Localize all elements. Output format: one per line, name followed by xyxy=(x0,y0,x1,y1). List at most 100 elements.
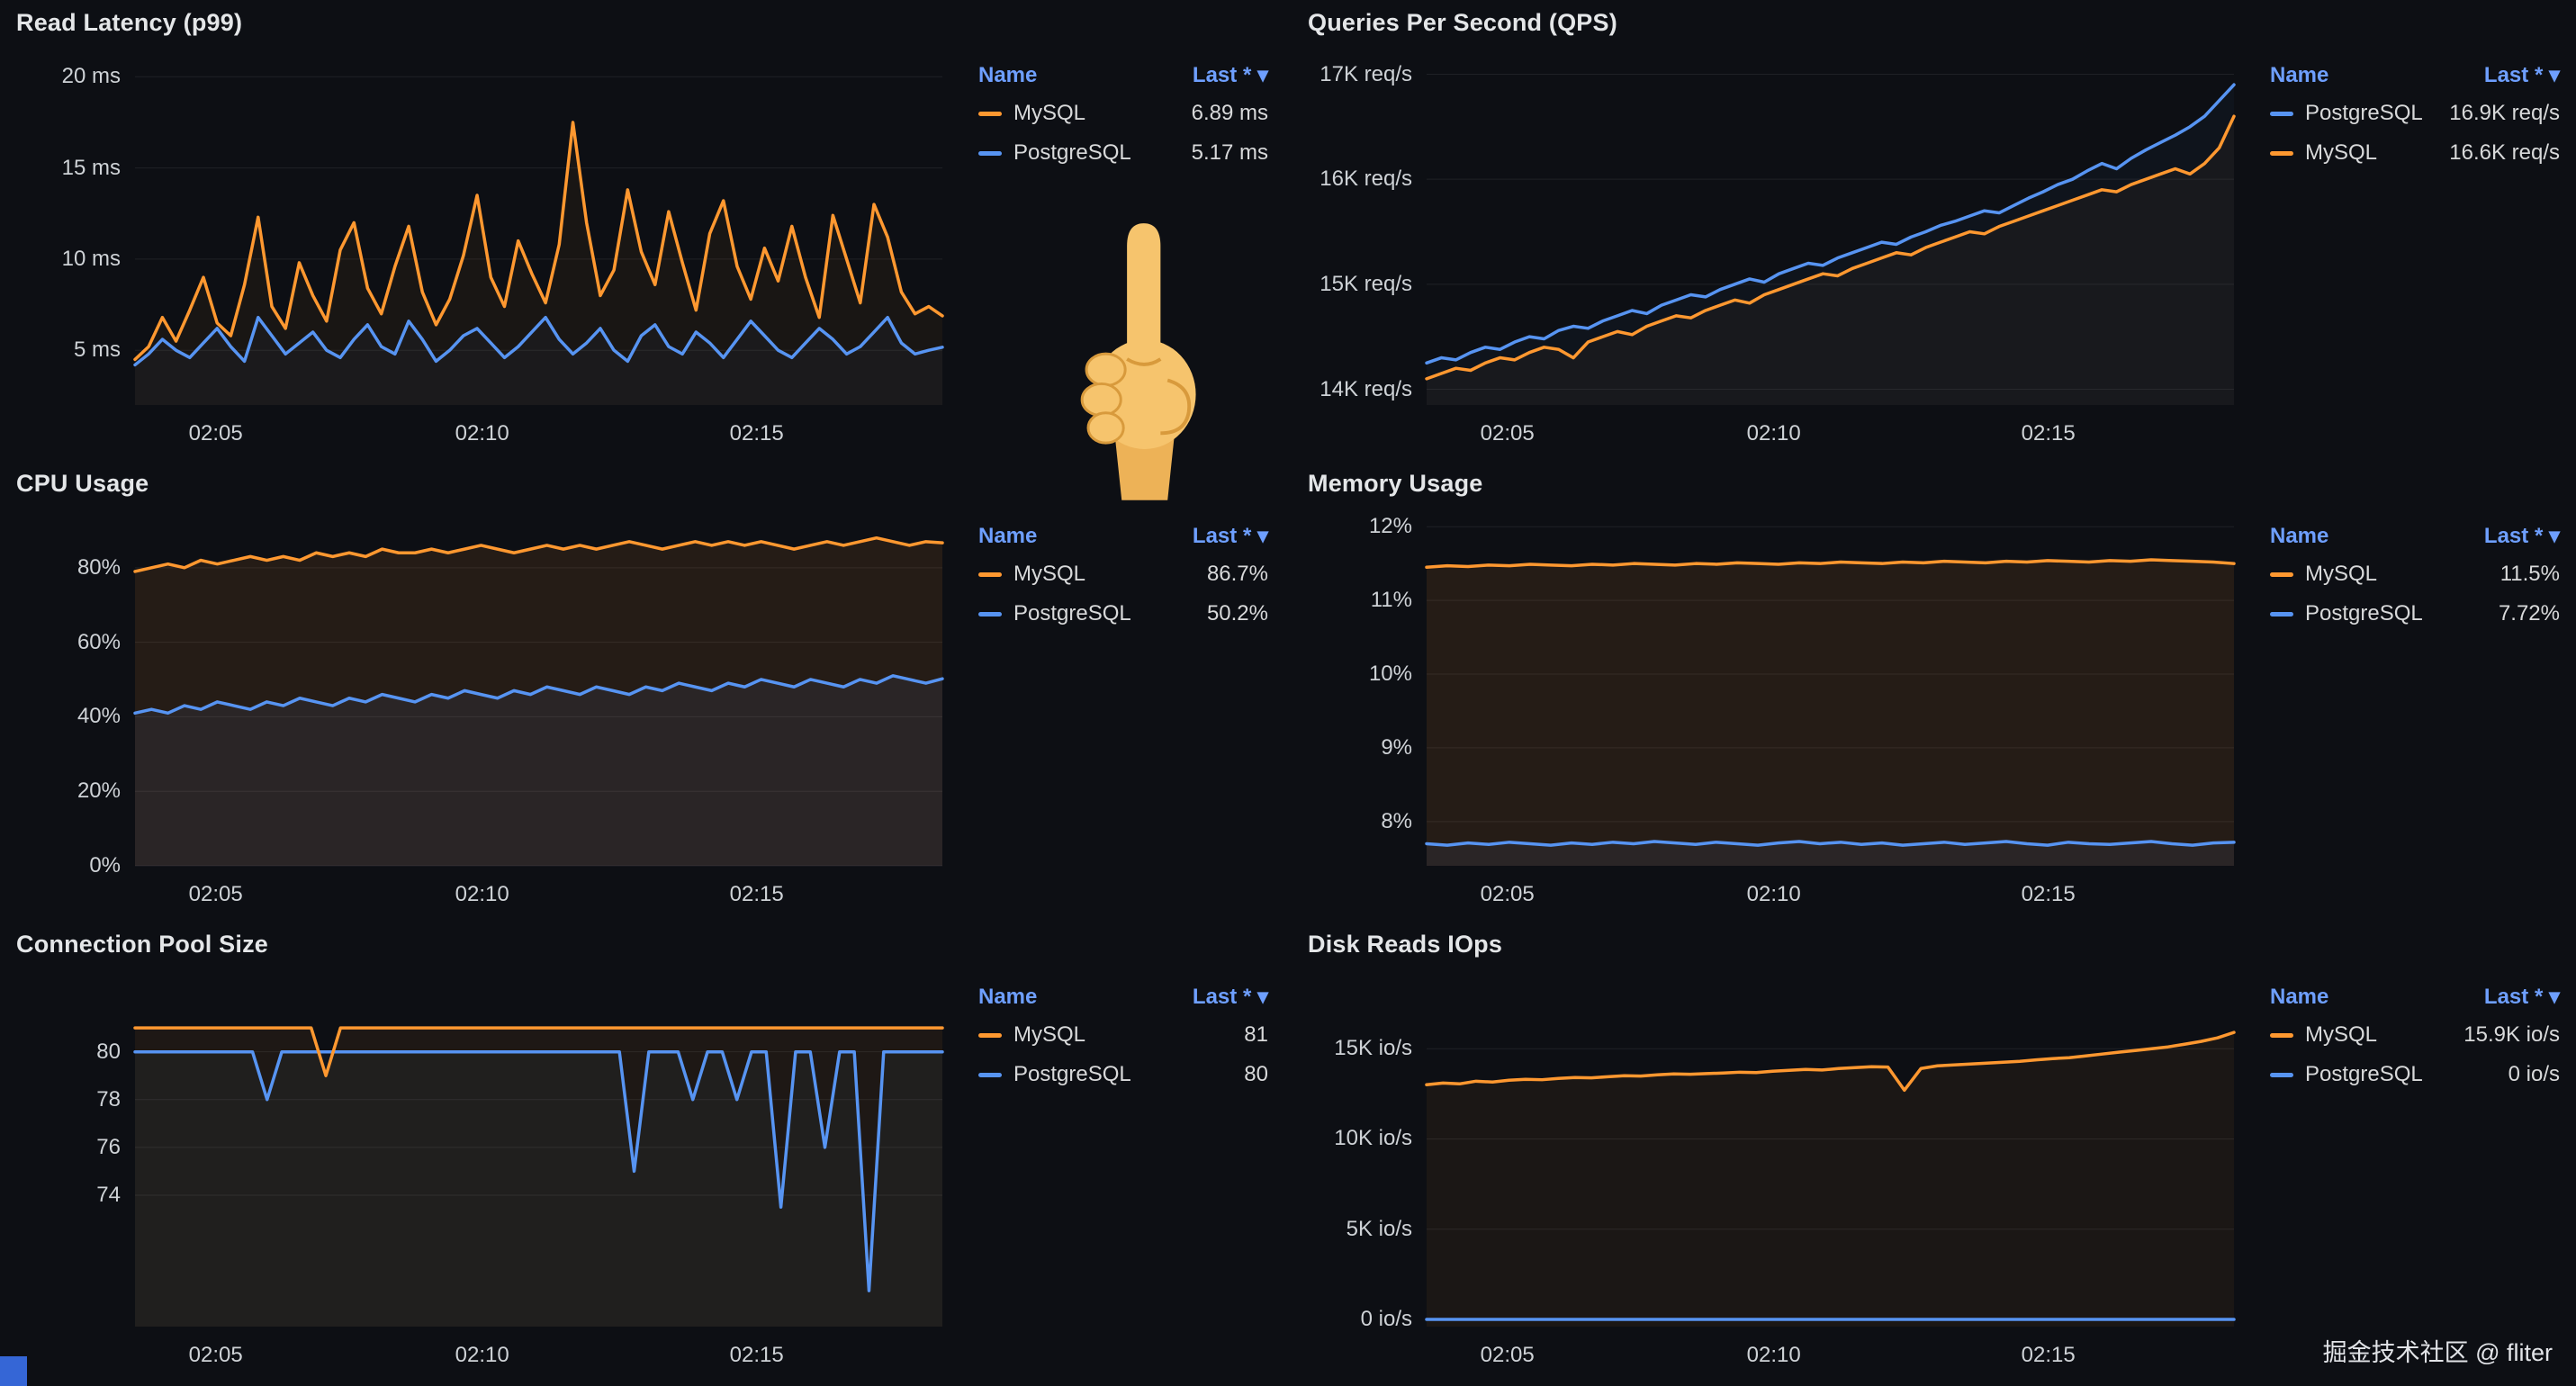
series-name[interactable]: MySQL xyxy=(2305,140,2378,165)
caret-down-icon: ▾ xyxy=(1256,985,1268,1009)
pointing-up-emoji xyxy=(1044,210,1220,508)
legend-header: Name Last * ▾ xyxy=(978,523,1268,549)
series-color-swatch xyxy=(2270,572,2293,577)
legend-header: Name Last * ▾ xyxy=(2270,984,2560,1010)
y-axis-label: 5K io/s xyxy=(1346,1216,1412,1241)
chart-connection-pool[interactable]: 74 76 78 80 02:05 02:10 02:15 xyxy=(16,962,955,1386)
x-axis-label: 02:15 xyxy=(2021,882,2076,906)
x-axis-label: 02:15 xyxy=(729,421,784,446)
legend-header: Name Last * ▾ xyxy=(978,984,1268,1010)
y-axis-label: 60% xyxy=(77,629,121,654)
legend-item-mysql[interactable]: MySQL 11.5% xyxy=(2270,562,2560,588)
y-axis-label: 0 io/s xyxy=(1360,1306,1412,1331)
legend: Name Last * ▾ MySQL 81 PostgreSQL 80 xyxy=(978,962,1268,1386)
series-color-swatch xyxy=(2270,150,2293,156)
series-name[interactable]: MySQL xyxy=(2305,562,2378,586)
panel-title: Connection Pool Size xyxy=(16,931,269,958)
panel-title: Queries Per Second (QPS) xyxy=(1308,9,1617,36)
y-axis-label: 5 ms xyxy=(73,338,121,363)
panel-cpu-usage: CPU Usage 0% 20% 40% 60% 80% 02:05 02:10 02:15 … xyxy=(16,464,1268,925)
panel-title: CPU Usage xyxy=(16,470,149,497)
series-last-value: 86.7% xyxy=(1206,562,1268,586)
legend-last-header[interactable]: Last * ▾ xyxy=(2483,524,2560,548)
y-axis-label: 10 ms xyxy=(61,246,121,271)
legend-item-mysql[interactable]: MySQL 81 xyxy=(978,1022,1268,1048)
caret-down-icon: ▾ xyxy=(2548,985,2560,1009)
legend-item-postgresql[interactable]: PostgreSQL 16.9K req/s xyxy=(2270,101,2560,127)
series-name[interactable]: MySQL xyxy=(1013,101,1086,125)
y-axis-label: 20% xyxy=(77,778,121,804)
series-name[interactable]: PostgreSQL xyxy=(2305,101,2423,125)
legend: Name Last * ▾ MySQL 11.5% PostgreSQL 7.72% xyxy=(2270,501,2560,925)
chart-read-latency[interactable]: 5 ms 10 ms 15 ms 20 ms 02:05 02:10 02:15 xyxy=(16,40,955,464)
series-color-swatch xyxy=(978,1072,1002,1077)
y-axis-label: 20 ms xyxy=(61,64,121,89)
x-axis-label: 02:05 xyxy=(1480,421,1535,446)
legend-last-header[interactable]: Last * ▾ xyxy=(2483,63,2560,87)
panel-title: Read Latency (p99) xyxy=(16,9,243,36)
legend-item-postgresql[interactable]: PostgreSQL 0 io/s xyxy=(2270,1062,2560,1088)
legend: Name Last * ▾ MySQL 6.89 ms PostgreSQL 5.17 m… xyxy=(978,40,1268,464)
legend-last-header[interactable]: Last * ▾ xyxy=(2483,985,2560,1009)
legend-item-postgresql[interactable]: PostgreSQL 50.2% xyxy=(978,601,1268,627)
y-axis-label: 74 xyxy=(96,1182,121,1207)
legend-name-header[interactable]: Name xyxy=(2270,523,2329,548)
legend-name-header[interactable]: Name xyxy=(2270,62,2329,87)
y-axis-label: 10% xyxy=(1368,662,1412,687)
legend-last-header[interactable]: Last * ▾ xyxy=(1192,524,1268,548)
panel-disk-reads: Disk Reads IOps 0 io/s 5K io/s 10K io/s 15K… xyxy=(1308,925,2560,1386)
x-axis-label: 02:10 xyxy=(1746,421,1801,446)
legend-last-header[interactable]: Last * ▾ xyxy=(1192,63,1268,87)
x-axis-label: 02:05 xyxy=(1480,882,1535,906)
series-name[interactable]: PostgreSQL xyxy=(2305,600,2423,626)
watermark: 掘金技术社区 @ fliter xyxy=(2322,1339,2553,1366)
series-last-value: 16.6K req/s xyxy=(2449,140,2560,165)
series-last-value: 7.72% xyxy=(2498,600,2560,626)
caret-down-icon: ▾ xyxy=(1256,63,1268,87)
legend-last-header[interactable]: Last * ▾ xyxy=(1192,985,1268,1009)
legend: Name Last * ▾ PostgreSQL 16.9K req/s MySQL 16… xyxy=(2270,40,2560,464)
legend-name-header[interactable]: Name xyxy=(978,523,1038,548)
legend: Name Last * ▾ MySQL 86.7% PostgreSQL 50.2% xyxy=(978,501,1268,925)
legend-item-mysql[interactable]: MySQL 86.7% xyxy=(978,562,1268,588)
y-axis-label: 80 xyxy=(96,1039,121,1064)
legend-item-mysql[interactable]: MySQL 15.9K io/s xyxy=(2270,1022,2560,1048)
x-axis-label: 02:05 xyxy=(1480,1343,1535,1367)
series-name[interactable]: PostgreSQL xyxy=(1013,140,1131,165)
legend-item-mysql[interactable]: MySQL 16.6K req/s xyxy=(2270,140,2560,166)
x-axis-label: 02:15 xyxy=(729,882,784,906)
series-name[interactable]: PostgreSQL xyxy=(2305,1061,2423,1086)
legend-item-postgresql[interactable]: PostgreSQL 5.17 ms xyxy=(978,140,1268,166)
series-color-swatch xyxy=(978,1032,1002,1038)
legend-item-mysql[interactable]: MySQL 6.89 ms xyxy=(978,101,1268,127)
series-last-value: 11.5% xyxy=(2499,562,2560,586)
legend-item-postgresql[interactable]: PostgreSQL 80 xyxy=(978,1062,1268,1088)
corner-accent xyxy=(0,1356,27,1386)
y-axis-label: 16K req/s xyxy=(1320,166,1412,192)
y-axis-label: 11% xyxy=(1370,588,1412,613)
panel-qps: Queries Per Second (QPS) 14K req/s 15K re… xyxy=(1308,4,2560,464)
series-last-value: 0 io/s xyxy=(2508,1061,2560,1086)
series-color-swatch xyxy=(978,611,1002,616)
panel-title: Disk Reads IOps xyxy=(1308,931,1503,958)
chart-memory-usage[interactable]: 8% 9% 10% 11% 12% 02:05 02:10 02:15 xyxy=(1308,501,2247,925)
legend-name-header[interactable]: Name xyxy=(978,62,1038,87)
series-name[interactable]: PostgreSQL xyxy=(1013,1061,1131,1086)
legend-name-header[interactable]: Name xyxy=(978,984,1038,1009)
series-last-value: 5.17 ms xyxy=(1191,140,1268,165)
series-name[interactable]: MySQL xyxy=(2305,1022,2378,1047)
x-axis-label: 02:15 xyxy=(2021,421,2076,446)
legend-item-postgresql[interactable]: PostgreSQL 7.72% xyxy=(2270,601,2560,627)
chart-qps[interactable]: 14K req/s 15K req/s 16K req/s 17K req/s 02:0… xyxy=(1308,40,2247,464)
chart-cpu-usage[interactable]: 0% 20% 40% 60% 80% 02:05 02:10 02:15 xyxy=(16,501,955,925)
series-name[interactable]: PostgreSQL xyxy=(1013,600,1131,626)
x-axis-label: 02:10 xyxy=(1746,882,1801,906)
legend-name-header[interactable]: Name xyxy=(2270,984,2329,1009)
series-last-value: 80 xyxy=(1244,1061,1268,1086)
y-axis-label: 0% xyxy=(89,853,121,878)
legend: Name Last * ▾ MySQL 15.9K io/s PostgreSQL 0 i… xyxy=(2270,962,2560,1386)
chart-disk-reads[interactable]: 0 io/s 5K io/s 10K io/s 15K io/s 02:05 02:10 0… xyxy=(1308,962,2247,1386)
series-name[interactable]: MySQL xyxy=(1013,562,1086,586)
series-name[interactable]: MySQL xyxy=(1013,1022,1086,1047)
y-axis-label: 80% xyxy=(77,554,121,580)
